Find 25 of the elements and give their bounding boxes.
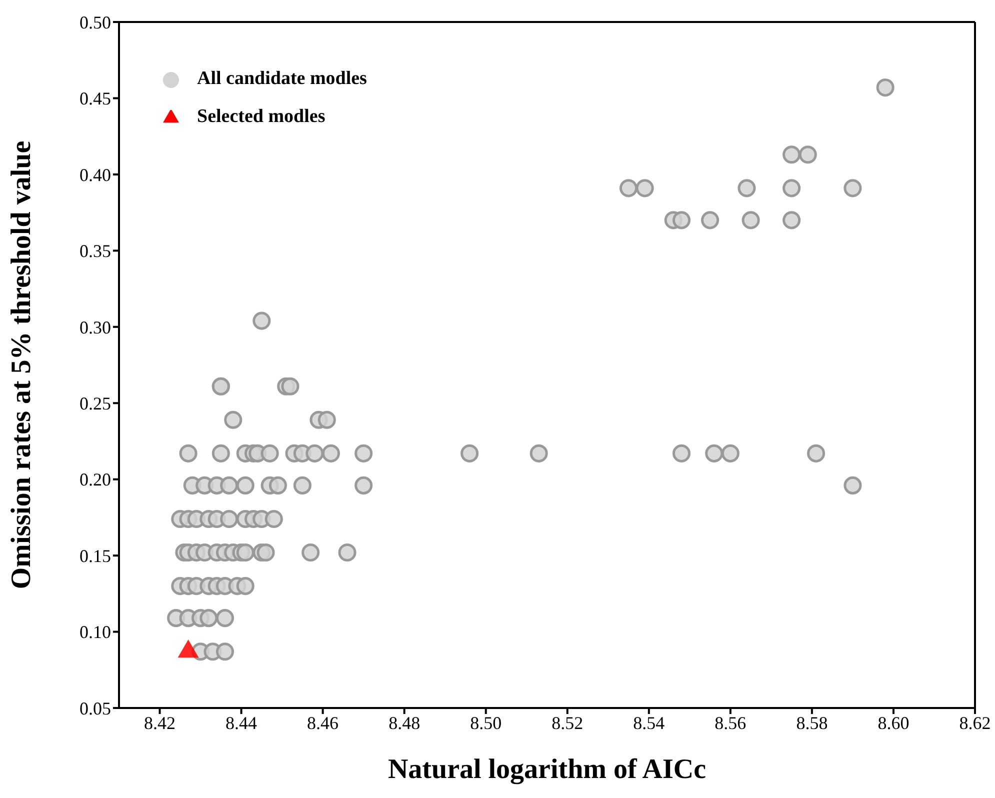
- y-tick-label: 0.20: [80, 470, 111, 490]
- x-tick-label: 8.62: [959, 712, 991, 733]
- y-tick-label: 0.25: [80, 394, 111, 414]
- legend-label: Selected modles: [197, 106, 326, 127]
- y-tick-label: 0.45: [80, 88, 111, 109]
- y-tick-label: 0.50: [80, 12, 111, 32]
- y-tick-label: 0.35: [80, 241, 111, 262]
- y-tick-label: 0.05: [80, 698, 111, 718]
- y-tick-label: 0.40: [80, 164, 111, 185]
- y-tick-label: 0.15: [80, 546, 111, 566]
- y-tick-label: 0.30: [80, 317, 111, 338]
- x-tick-label: 8.50: [470, 712, 502, 733]
- x-tick-label: 8.60: [878, 712, 910, 733]
- x-tick-label: 8.54: [633, 712, 665, 733]
- x-tick-label: 8.46: [307, 712, 339, 733]
- x-tick-label: 8.48: [388, 712, 420, 733]
- x-tick-label: 8.56: [714, 712, 746, 733]
- x-tick-label: 8.58: [796, 712, 828, 733]
- y-axis-title: Omission rates at 5% threshold value: [6, 140, 37, 590]
- x-axis-title: Natural logarithm of AICc: [388, 754, 706, 785]
- x-tick-label: 8.52: [552, 712, 584, 733]
- x-tick-label: 8.42: [144, 712, 176, 733]
- x-tick-label: 8.44: [226, 712, 258, 733]
- legend-label: All candidate modles: [197, 68, 367, 89]
- y-tick-label: 0.10: [80, 622, 111, 642]
